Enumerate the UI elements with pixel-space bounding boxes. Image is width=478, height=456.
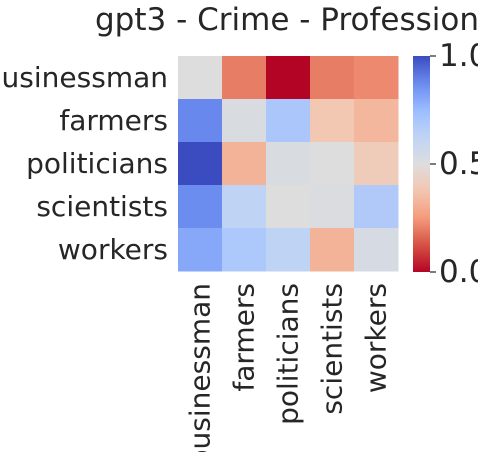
- chart-title: gpt3 - Crime - Profession: [95, 2, 478, 38]
- y-tick-label: businessman: [0, 61, 168, 94]
- x-tick-labels: businessman farmers politicians scientists w…: [184, 283, 393, 456]
- heatmap-cell: [178, 56, 223, 100]
- colorbar-gradient: [413, 56, 430, 272]
- x-tick-label: businessman: [184, 283, 217, 452]
- heatmap-cell: [310, 228, 355, 272]
- heatmap-cell: [178, 142, 223, 186]
- y-tick-label: politicians: [26, 147, 168, 180]
- colorbar: 0.0 0.5 1.0: [413, 38, 478, 290]
- heatmap-cell: [222, 228, 267, 272]
- heatmap-cell: [266, 56, 311, 100]
- heatmap-cell: [266, 185, 311, 229]
- x-tick-label: scientists: [316, 283, 349, 415]
- heatmap-cell: [266, 228, 311, 272]
- colorbar-tick-label: 1.0: [439, 38, 478, 74]
- heatmap-cell: [354, 142, 399, 186]
- heatmap-cell: [222, 142, 267, 186]
- x-tick-label: farmers: [228, 283, 261, 392]
- x-tick-label: workers: [360, 283, 393, 393]
- heatmap-cell: [222, 56, 267, 100]
- heatmap-cell: [310, 185, 355, 229]
- heatmap-cell: [354, 185, 399, 229]
- y-tick-label: workers: [58, 233, 168, 266]
- heatmap-cell: [222, 99, 267, 143]
- heatmap-cell: [310, 99, 355, 143]
- y-tick-label: scientists: [36, 190, 168, 223]
- y-tick-labels: businessman farmers politicians scientists w…: [0, 61, 168, 266]
- heatmap-cell: [310, 142, 355, 186]
- heatmap-cell: [178, 185, 223, 229]
- heatmap-cell: [266, 142, 311, 186]
- colorbar-tick-label: 0.5: [439, 146, 478, 182]
- heatmap-cells: [178, 56, 399, 272]
- heatmap-cell: [354, 56, 399, 100]
- heatmap-cell: [178, 99, 223, 143]
- heatmap-cell: [222, 185, 267, 229]
- colorbar-tick-label: 0.0: [439, 254, 478, 290]
- heatmap-cell: [310, 56, 355, 100]
- heatmap-cell: [354, 228, 399, 272]
- x-tick-label: politicians: [272, 283, 305, 425]
- heatmap-cell: [354, 99, 399, 143]
- heatmap-cell: [266, 99, 311, 143]
- heatmap-cell: [178, 228, 223, 272]
- y-tick-label: farmers: [59, 104, 168, 137]
